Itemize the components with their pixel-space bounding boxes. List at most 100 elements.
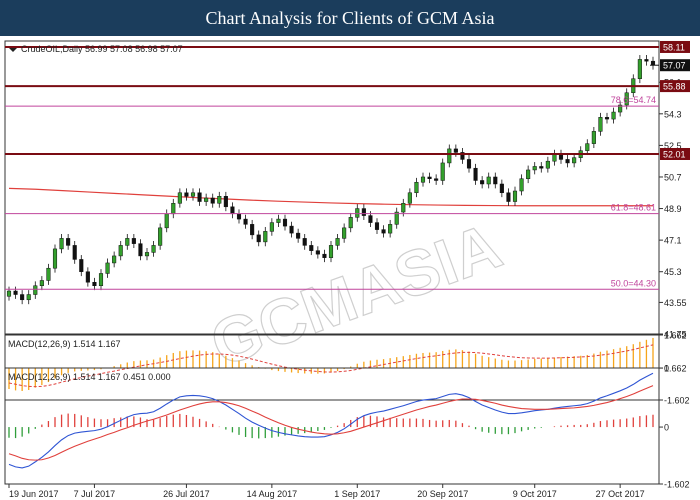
macd-tick-label: -1.602 xyxy=(664,396,690,406)
candle xyxy=(322,249,327,263)
candle-body xyxy=(20,294,25,301)
candle-body xyxy=(164,213,169,229)
support-level-tag xyxy=(660,147,690,160)
candle xyxy=(499,179,504,198)
candle xyxy=(460,148,465,164)
candle xyxy=(637,55,642,84)
macd-detail-tick-label: 0 xyxy=(664,423,669,433)
candle-body xyxy=(499,183,504,194)
watermark-text: GCMASIA xyxy=(202,209,511,380)
candle-body xyxy=(315,250,320,255)
candle-body xyxy=(644,59,649,62)
candle-body xyxy=(144,252,150,257)
collapse-arrow-icon xyxy=(9,48,17,52)
candle xyxy=(6,286,12,301)
candle-body xyxy=(151,245,156,253)
candle-body xyxy=(552,153,557,162)
candle xyxy=(118,241,123,261)
candle-body xyxy=(39,280,44,287)
x-tick-label: 19 Jun 2017 xyxy=(9,489,59,499)
candle xyxy=(230,202,235,219)
x-tick-label: 9 Oct 2017 xyxy=(513,489,557,499)
candle-body xyxy=(637,59,642,79)
candle xyxy=(545,156,550,173)
x-axis: 19 Jun 2017 7 Jul 2017 26 Jul 2017 14 Aug 2… xyxy=(8,484,645,499)
candle xyxy=(125,233,130,250)
candle xyxy=(13,286,18,299)
candle xyxy=(210,193,215,208)
candle-body xyxy=(72,245,77,260)
candle-body xyxy=(289,225,294,234)
candle xyxy=(33,281,38,299)
overlay-line xyxy=(8,187,653,207)
candle-body xyxy=(585,143,590,151)
candle-body xyxy=(204,197,209,202)
candle xyxy=(473,163,478,185)
candle-body xyxy=(473,167,478,181)
candle-body xyxy=(420,176,426,183)
candle-body xyxy=(618,104,623,113)
macd-tick-label: 0 xyxy=(664,364,669,374)
candle-body xyxy=(539,166,544,169)
candle-body xyxy=(355,208,360,218)
candle xyxy=(644,55,649,66)
candle-body xyxy=(131,238,136,244)
price-tick-label: 45.3 xyxy=(664,267,682,277)
x-tick-label: 26 Jul 2017 xyxy=(163,489,210,499)
candle xyxy=(52,244,58,273)
candle xyxy=(164,209,169,233)
support-level-label: 52.01 xyxy=(663,149,686,159)
candle xyxy=(158,223,163,250)
candle-body xyxy=(466,159,472,169)
candle-body xyxy=(565,159,570,164)
candle-body xyxy=(263,231,268,243)
candle xyxy=(611,107,616,124)
candle-body xyxy=(33,285,38,295)
candle xyxy=(650,56,656,70)
candle xyxy=(427,172,432,184)
candle xyxy=(112,251,117,268)
price-tick-label: 41.75 xyxy=(664,330,687,340)
signal-line xyxy=(8,385,654,461)
candle xyxy=(223,191,228,212)
candle xyxy=(151,241,156,257)
fib-level-label: 61.8=48.61 xyxy=(611,203,656,213)
candle xyxy=(361,204,366,220)
candle xyxy=(269,218,274,236)
candle-body xyxy=(348,217,353,229)
candle xyxy=(342,223,347,243)
candle-body xyxy=(512,190,518,202)
candle-body xyxy=(243,218,248,225)
candle xyxy=(98,269,104,291)
candle xyxy=(282,214,288,231)
candle xyxy=(20,290,25,305)
candle-body xyxy=(210,197,215,204)
candle xyxy=(296,228,301,243)
candle-body xyxy=(13,290,18,295)
candle-body xyxy=(217,196,222,204)
macd-detail-tick-label: 1.662 xyxy=(664,364,687,374)
candle xyxy=(539,162,544,173)
candle-body xyxy=(328,245,334,258)
x-tick-label: 27 Oct 2017 xyxy=(596,489,645,499)
candle xyxy=(618,100,623,117)
symbol-label: CrudeOIL,Daily 56.99 57.08 56.98 57.07 xyxy=(21,44,183,54)
candle-body xyxy=(480,180,485,185)
candle-body xyxy=(598,117,603,132)
candle-body xyxy=(322,253,327,258)
price-tick-label: 43.55 xyxy=(664,298,687,308)
candle xyxy=(493,172,498,189)
candle xyxy=(302,233,307,250)
candle-body xyxy=(296,232,301,239)
candle-body xyxy=(302,238,307,246)
candle-body xyxy=(394,211,399,225)
candle-body xyxy=(59,238,64,250)
x-tick-label: 14 Aug 2017 xyxy=(247,489,298,499)
candle-body xyxy=(6,290,12,297)
macd-line xyxy=(8,372,654,469)
price-panel: 41.7543.5545.347.148.950.752.554.356.158… xyxy=(4,40,690,340)
candle xyxy=(309,241,314,256)
candle-body xyxy=(98,273,104,287)
candle xyxy=(256,230,261,247)
